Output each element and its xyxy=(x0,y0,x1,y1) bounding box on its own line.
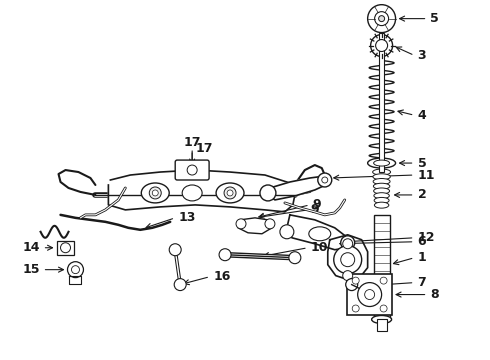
Ellipse shape xyxy=(373,179,390,184)
Ellipse shape xyxy=(373,174,391,180)
Bar xyxy=(347,274,392,315)
Ellipse shape xyxy=(309,227,331,241)
Circle shape xyxy=(380,277,387,284)
Circle shape xyxy=(187,165,197,175)
Ellipse shape xyxy=(374,197,389,203)
Text: 3: 3 xyxy=(417,49,426,62)
Circle shape xyxy=(368,5,395,32)
Text: 8: 8 xyxy=(431,288,439,301)
Circle shape xyxy=(379,15,385,22)
Text: 5: 5 xyxy=(417,157,426,170)
Ellipse shape xyxy=(216,183,244,203)
Circle shape xyxy=(380,305,387,312)
Text: 5: 5 xyxy=(431,12,439,25)
Circle shape xyxy=(341,236,355,250)
Circle shape xyxy=(343,271,353,280)
Text: 16: 16 xyxy=(213,270,230,283)
FancyBboxPatch shape xyxy=(175,160,209,180)
Text: 6: 6 xyxy=(417,235,426,248)
Text: 4: 4 xyxy=(417,109,426,122)
Circle shape xyxy=(352,277,359,284)
Text: 13: 13 xyxy=(178,211,196,224)
Text: 12: 12 xyxy=(417,231,435,244)
Bar xyxy=(374,215,390,319)
Text: 9: 9 xyxy=(313,198,321,211)
Circle shape xyxy=(358,283,382,306)
Text: 10: 10 xyxy=(311,241,328,254)
Circle shape xyxy=(61,243,71,253)
Ellipse shape xyxy=(141,183,169,203)
Circle shape xyxy=(341,253,355,267)
Circle shape xyxy=(68,262,83,278)
Bar xyxy=(377,319,387,332)
Circle shape xyxy=(149,187,161,199)
Circle shape xyxy=(346,279,358,291)
Ellipse shape xyxy=(371,315,392,323)
Circle shape xyxy=(169,244,181,256)
Polygon shape xyxy=(287,215,348,250)
Circle shape xyxy=(174,279,186,291)
Circle shape xyxy=(219,249,231,261)
Text: 17: 17 xyxy=(195,141,213,155)
Circle shape xyxy=(318,173,332,187)
Text: 9: 9 xyxy=(311,203,319,216)
Text: 14: 14 xyxy=(22,241,40,254)
Text: 17: 17 xyxy=(183,136,201,149)
Circle shape xyxy=(280,225,294,239)
Circle shape xyxy=(236,219,246,229)
Ellipse shape xyxy=(374,202,389,208)
Circle shape xyxy=(260,185,276,201)
Polygon shape xyxy=(328,235,368,280)
Circle shape xyxy=(370,35,392,57)
Ellipse shape xyxy=(368,158,395,168)
Text: 7: 7 xyxy=(417,276,426,289)
Circle shape xyxy=(376,40,388,51)
Text: 2: 2 xyxy=(417,188,426,202)
Text: 15: 15 xyxy=(22,263,40,276)
Bar xyxy=(56,241,74,255)
Ellipse shape xyxy=(374,193,390,199)
Circle shape xyxy=(334,246,362,274)
Polygon shape xyxy=(268,176,328,200)
Circle shape xyxy=(322,177,328,183)
Circle shape xyxy=(227,190,233,196)
Ellipse shape xyxy=(374,160,390,166)
Circle shape xyxy=(375,12,389,26)
Polygon shape xyxy=(238,218,272,234)
Polygon shape xyxy=(108,170,295,212)
Ellipse shape xyxy=(182,185,202,201)
Circle shape xyxy=(152,190,158,196)
Circle shape xyxy=(343,239,353,249)
Ellipse shape xyxy=(372,169,391,175)
Text: 11: 11 xyxy=(417,168,435,181)
Circle shape xyxy=(352,305,359,312)
Circle shape xyxy=(289,252,301,264)
Circle shape xyxy=(224,187,236,199)
Bar xyxy=(379,32,384,172)
Circle shape xyxy=(265,219,275,229)
Text: 1: 1 xyxy=(417,251,426,264)
Ellipse shape xyxy=(374,188,390,194)
Circle shape xyxy=(365,289,375,300)
Circle shape xyxy=(72,266,79,274)
Ellipse shape xyxy=(373,183,390,189)
